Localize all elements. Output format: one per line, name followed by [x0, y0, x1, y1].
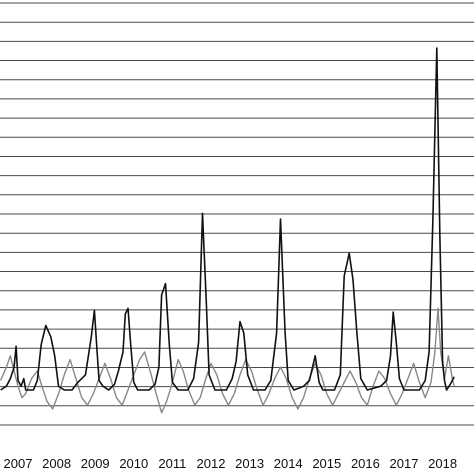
x-tick-label: 2007: [4, 456, 33, 471]
x-tick-label: 2017: [390, 456, 419, 471]
horizontal-gridlines: [0, 2, 474, 426]
x-tick-label: 2010: [119, 456, 148, 471]
x-tick-label: 2014: [274, 456, 303, 471]
x-tick-label: 2009: [81, 456, 110, 471]
x-tick-label: 2015: [312, 456, 341, 471]
x-tick-label: 2011: [158, 456, 186, 471]
x-tick-label: 2008: [42, 456, 71, 471]
x-tick-label: 2018: [428, 456, 457, 471]
chart-series: [0, 47, 455, 414]
series-line-gray: [0, 307, 455, 414]
x-tick-label: 2013: [235, 456, 264, 471]
x-tick-label: 2016: [351, 456, 380, 471]
series-line-black: [0, 47, 455, 391]
x-axis-tick-labels: 2007 2008 2009 2010 2011 2012 2013 2014 2015 2016…: [4, 456, 474, 471]
x-tick-label: 2012: [197, 456, 226, 471]
